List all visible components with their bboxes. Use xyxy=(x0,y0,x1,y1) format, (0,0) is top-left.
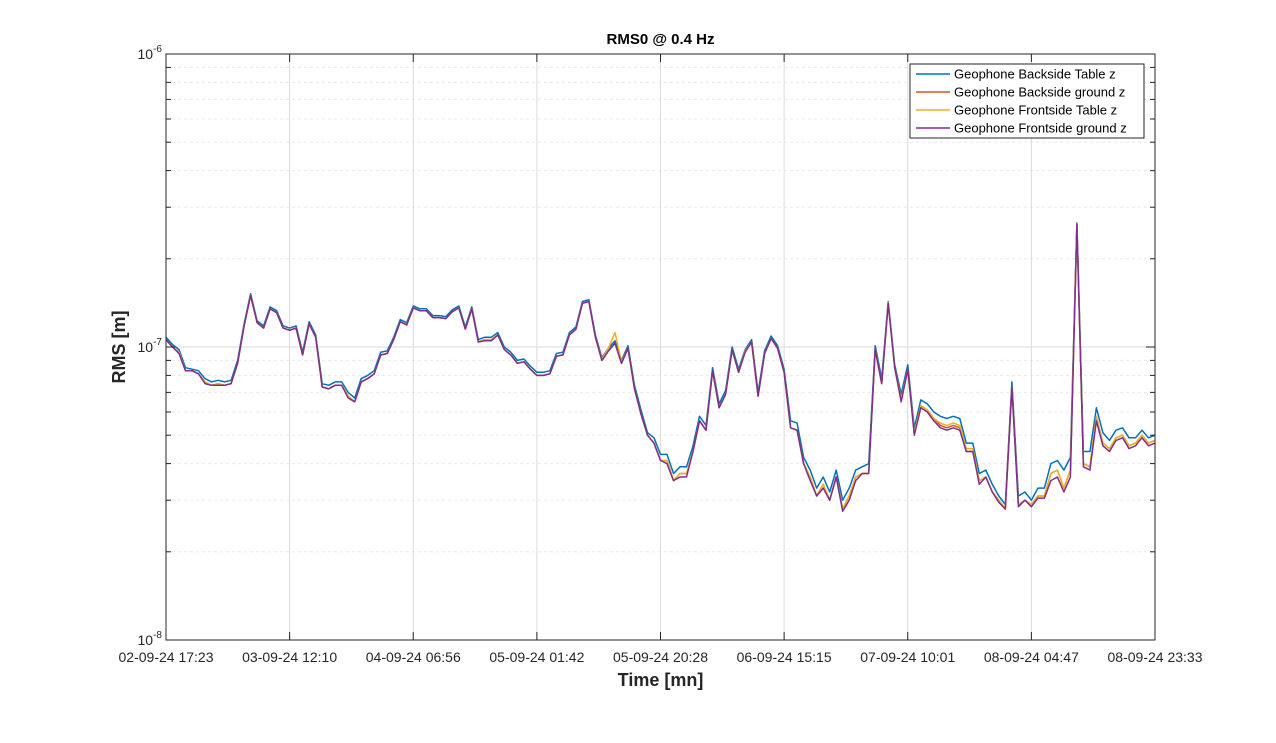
chart-title: RMS0 @ 0.4 Hz xyxy=(607,31,715,48)
x-tick-label: 03-09-24 12:10 xyxy=(242,649,337,665)
legend-entry: Geophone Backside ground z xyxy=(954,85,1125,100)
x-tick-label: 05-09-24 01:42 xyxy=(489,649,584,665)
series-line-1 xyxy=(165,222,1156,506)
x-tick-label: 05-09-24 20:28 xyxy=(613,649,708,665)
x-tick-label: 06-09-24 15:15 xyxy=(737,649,832,665)
legend: Geophone Backside Table z Geophone Backsi… xyxy=(909,63,1145,139)
legend-entry: Geophone Frontside Table z xyxy=(954,103,1117,118)
series-line-4 xyxy=(165,223,1156,513)
y-tick-label: 10-8 xyxy=(138,630,163,648)
x-axis-label: Time [mn] xyxy=(618,670,704,690)
x-tick-label: 04-09-24 06:56 xyxy=(366,649,461,665)
x-tick-label: 08-09-24 04:47 xyxy=(984,649,1079,665)
legend-entry: Geophone Frontside ground z xyxy=(954,121,1127,136)
x-tick-label: 02-09-24 17:23 xyxy=(119,649,214,665)
y-tick-label: 10-6 xyxy=(138,44,163,62)
x-tick-label: 07-09-24 10:01 xyxy=(860,649,955,665)
series-lines xyxy=(165,222,1156,513)
ticks: 02-09-24 17:23 03-09-24 12:10 04-09-24 06:… xyxy=(119,44,1203,665)
x-tick-label: 08-09-24 23:33 xyxy=(1108,649,1203,665)
legend-entry: Geophone Backside Table z xyxy=(954,67,1116,82)
y-tick-label: 10-7 xyxy=(138,337,163,355)
y-axis-label: RMS [m] xyxy=(109,311,129,384)
legend-box xyxy=(909,63,1145,139)
